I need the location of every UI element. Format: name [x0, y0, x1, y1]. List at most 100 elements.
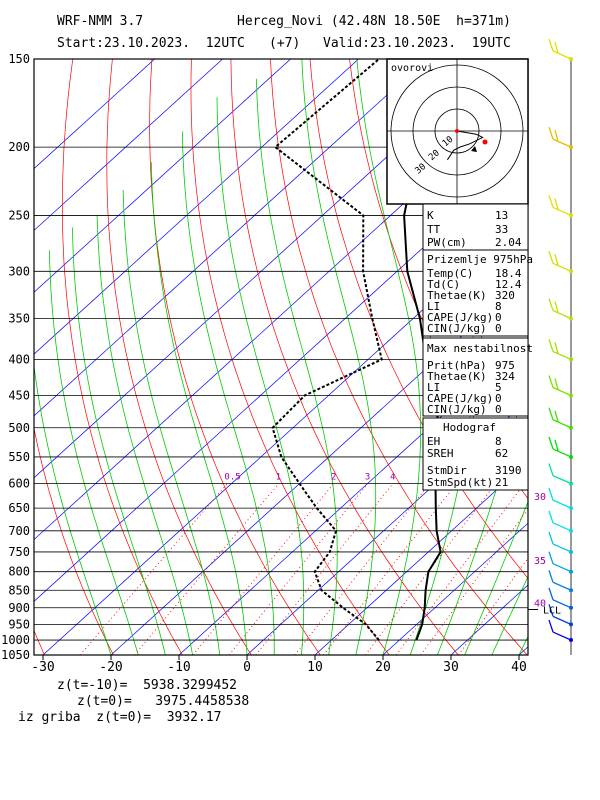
- maxinst-param-label: LI: [427, 381, 440, 394]
- wind-barb-feather: [554, 439, 559, 452]
- surface-param-label: Thetae(K): [427, 289, 487, 302]
- isotherm-line: [34, 59, 427, 417]
- mixing-ratio-line: [323, 483, 457, 655]
- surface-title: Prizemlje 975hPa: [427, 253, 533, 266]
- temp-tick-label: -10: [167, 660, 190, 675]
- wind-barb-feather: [554, 410, 559, 422]
- surface-box: [422, 249, 529, 337]
- mixing-ratio-label: 1: [276, 473, 281, 483]
- surface-param-label: Td(C): [427, 278, 460, 291]
- station-title: Herceg_Novi (42.48N 18.50E h=371m): [237, 14, 511, 29]
- pressure-tick-label: 600: [8, 477, 30, 491]
- isotherm-line: [34, 59, 359, 355]
- hodo-param-label: SREH: [427, 447, 454, 460]
- wind-barb-feather: [548, 531, 554, 545]
- pressure-tick-label: 900: [8, 601, 30, 615]
- isotherm-line: [34, 59, 291, 293]
- wind-barb-staff: [552, 350, 572, 361]
- moist-adiabat: [72, 227, 166, 655]
- temp-tick-label: -20: [99, 660, 122, 675]
- wind-barb-feather: [548, 604, 554, 617]
- pressure-tick-label: 950: [8, 617, 30, 631]
- hodo-param-value: 3190: [495, 464, 522, 477]
- wind-barb-feather: [548, 38, 554, 52]
- wind-barb-feather: [548, 510, 554, 524]
- forecast-offset: (+7): [269, 36, 301, 51]
- wind-barb-feather: [548, 619, 554, 633]
- dry-adiabat: [587, 59, 600, 655]
- maxinst-param-value: 0: [495, 392, 502, 405]
- pressure-tick-label: 700: [8, 524, 30, 538]
- pressure-tick-label: 400: [8, 352, 30, 366]
- surface-param-label: LI: [427, 300, 440, 313]
- wind-barb-feather: [548, 570, 554, 583]
- dry-adiabat: [547, 59, 600, 655]
- wind-barb-staff: [552, 581, 572, 591]
- wind-barb-feather: [548, 407, 554, 420]
- surface-param-label: Temp(C): [427, 267, 473, 280]
- temp-tick-label: 40: [511, 660, 527, 675]
- pressure-tick-label: 750: [8, 545, 30, 559]
- isotherm-line: [382, 522, 528, 655]
- wind-barb-feather: [548, 587, 554, 600]
- hodo-param-label: EH: [427, 435, 440, 448]
- hodograph-title: ovorovi: [391, 63, 433, 74]
- wind-barb-feather: [548, 487, 554, 501]
- tt-index-value: 33: [495, 223, 508, 236]
- pressure-tick-label: 1050: [1, 648, 30, 662]
- maxinst-title: Max nestabilnost: [427, 342, 533, 355]
- mixing-ratio-line: [420, 508, 528, 655]
- wind-barb-feather: [548, 463, 554, 476]
- pressure-tick-label: 250: [8, 208, 30, 222]
- wind-barb-feather: [548, 339, 554, 352]
- z-minus10: z(t=-10)= 5938.3299452: [57, 678, 238, 693]
- z-zero: z(t=0)= 3975.4458538: [77, 694, 250, 709]
- temp-tick-label: 10: [307, 660, 323, 675]
- wind-barb-feather: [548, 126, 554, 140]
- wind-barb-feather: [554, 342, 559, 354]
- hodograph-trace: [446, 130, 484, 161]
- wind-barb-feather: [554, 254, 559, 266]
- pressure-tick-label: 850: [8, 583, 30, 597]
- k-index-value: 13: [495, 209, 508, 222]
- wind-side-label: 40: [534, 599, 546, 610]
- z-zero-grib: iz griba z(t=0)= 3932.17: [18, 710, 222, 725]
- wind-barb-staff: [552, 386, 572, 397]
- pressure-tick-label: 550: [8, 450, 30, 464]
- wind-barb-feather: [548, 436, 554, 450]
- mixing-ratio-line: [294, 483, 430, 655]
- isotherm-line: [314, 460, 528, 655]
- moist-adiabat: [216, 97, 305, 655]
- hodo-param-label: StmDir: [427, 464, 467, 477]
- maxinst-param-value: 5: [495, 381, 502, 394]
- pressure-tick-label: 150: [8, 52, 30, 66]
- pressure-tick-label: 650: [8, 501, 30, 515]
- hodo-params-title: Hodograf: [443, 421, 496, 434]
- moist-adiabat: [34, 362, 112, 655]
- wind-barb-feather: [554, 129, 559, 142]
- surface-param-value: 8: [495, 300, 502, 313]
- pressure-tick-label: 800: [8, 565, 30, 579]
- moist-adiabat: [518, 635, 528, 655]
- wind-barb-feather: [548, 251, 554, 264]
- surface-param-value: 18.4: [495, 267, 522, 280]
- pressure-tick-label: 300: [8, 264, 30, 278]
- hodograph-origin-dot: [455, 129, 459, 133]
- mixing-ratio-line: [395, 483, 525, 655]
- wind-barb-feather: [554, 198, 559, 210]
- maxinst-param-value: 0: [495, 403, 502, 416]
- surface-param-label: CIN(J/kg): [427, 322, 487, 335]
- wind-barb-staff: [552, 599, 572, 609]
- maxinst-param-label: CIN(J/kg): [427, 403, 487, 416]
- pressure-tick-label: 350: [8, 312, 30, 326]
- dry-adiabat: [190, 59, 390, 655]
- temp-tick-label: -30: [31, 660, 54, 675]
- maxinst-param-value: 975: [495, 359, 515, 372]
- moist-adiabat: [182, 131, 275, 655]
- isotherm-line: [587, 59, 600, 655]
- hodo-param-value: 62: [495, 447, 508, 460]
- wind-barb-feather: [554, 301, 559, 313]
- isotherm-line: [34, 59, 223, 231]
- wind-barb-staff: [552, 262, 572, 272]
